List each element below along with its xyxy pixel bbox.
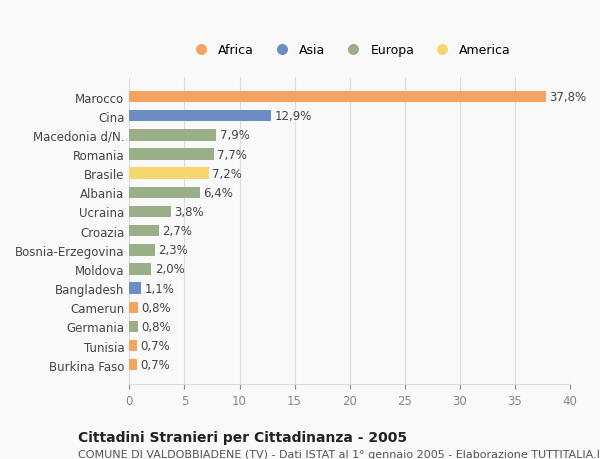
Text: 2,0%: 2,0%: [155, 263, 184, 276]
Bar: [130, 149, 214, 160]
Bar: [130, 263, 151, 275]
Text: 0,8%: 0,8%: [142, 301, 171, 314]
Text: Cittadini Stranieri per Cittadinanza - 2005: Cittadini Stranieri per Cittadinanza - 2…: [78, 430, 407, 444]
Text: 37,8%: 37,8%: [549, 91, 586, 104]
Bar: [130, 168, 209, 179]
Bar: [130, 130, 217, 141]
Bar: [130, 245, 155, 256]
Text: 0,8%: 0,8%: [142, 320, 171, 333]
Text: 0,7%: 0,7%: [140, 339, 170, 353]
Text: 12,9%: 12,9%: [275, 110, 312, 123]
Text: COMUNE DI VALDOBBIADENE (TV) - Dati ISTAT al 1° gennaio 2005 - Elaborazione TUTT: COMUNE DI VALDOBBIADENE (TV) - Dati ISTA…: [78, 449, 600, 459]
Text: 7,2%: 7,2%: [212, 167, 242, 180]
Bar: [130, 206, 171, 218]
Bar: [130, 321, 138, 332]
Bar: [130, 302, 138, 313]
Bar: [130, 111, 271, 122]
Text: 2,7%: 2,7%: [163, 224, 192, 238]
Text: 1,1%: 1,1%: [145, 282, 175, 295]
Bar: [130, 283, 142, 294]
Text: 0,7%: 0,7%: [140, 358, 170, 371]
Text: 6,4%: 6,4%: [203, 186, 233, 199]
Bar: [130, 225, 159, 237]
Text: 2,3%: 2,3%: [158, 244, 188, 257]
Text: 7,9%: 7,9%: [220, 129, 250, 142]
Text: 3,8%: 3,8%: [175, 206, 204, 218]
Text: 7,7%: 7,7%: [217, 148, 247, 161]
Bar: [130, 359, 137, 371]
Legend: Africa, Asia, Europa, America: Africa, Asia, Europa, America: [188, 44, 511, 57]
Bar: [130, 340, 137, 352]
Bar: [130, 187, 200, 199]
Bar: [130, 92, 546, 103]
